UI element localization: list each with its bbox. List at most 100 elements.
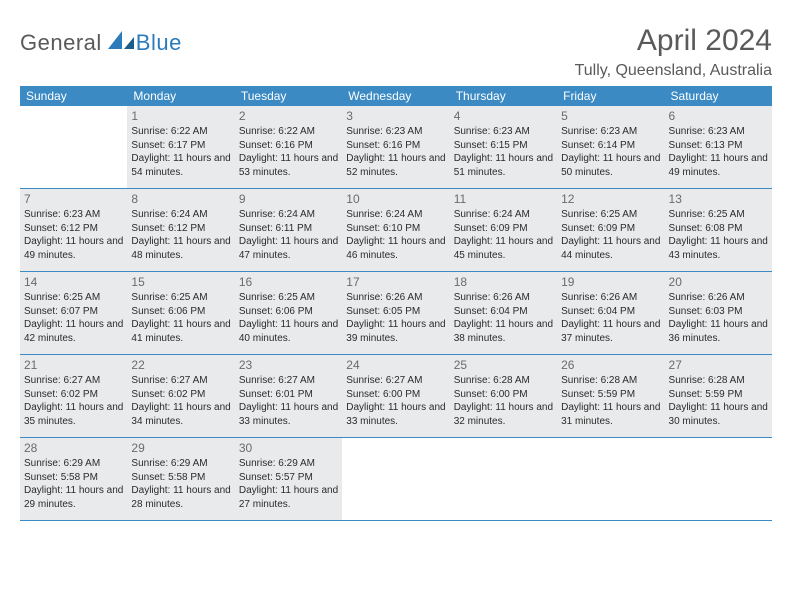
day-number: 21 — [24, 357, 123, 373]
daylight-line: Daylight: 11 hours and 27 minutes. — [239, 484, 338, 511]
day-cell: 11Sunrise: 6:24 AMSunset: 6:09 PMDayligh… — [450, 189, 557, 271]
sunrise-line: Sunrise: 6:27 AM — [239, 374, 338, 388]
sunrise-line: Sunrise: 6:28 AM — [561, 374, 660, 388]
sunset-line: Sunset: 6:02 PM — [131, 388, 230, 402]
day-number: 18 — [454, 274, 553, 290]
sunrise-line: Sunrise: 6:26 AM — [346, 291, 445, 305]
day-number: 14 — [24, 274, 123, 290]
sunrise-line: Sunrise: 6:22 AM — [239, 125, 338, 139]
day-number: 12 — [561, 191, 660, 207]
daylight-line: Daylight: 11 hours and 35 minutes. — [24, 401, 123, 428]
week-row: 1Sunrise: 6:22 AMSunset: 6:17 PMDaylight… — [20, 106, 772, 189]
sunset-line: Sunset: 5:58 PM — [24, 471, 123, 485]
sunrise-line: Sunrise: 6:26 AM — [561, 291, 660, 305]
calendar-page: General Blue April 2024 Tully, Queenslan… — [0, 0, 792, 521]
day-cell: 13Sunrise: 6:25 AMSunset: 6:08 PMDayligh… — [665, 189, 772, 271]
daylight-line: Daylight: 11 hours and 50 minutes. — [561, 152, 660, 179]
sunset-line: Sunset: 5:57 PM — [239, 471, 338, 485]
sunset-line: Sunset: 6:16 PM — [346, 139, 445, 153]
daylight-line: Daylight: 11 hours and 30 minutes. — [669, 401, 768, 428]
daylight-line: Daylight: 11 hours and 32 minutes. — [454, 401, 553, 428]
weekday-label: Monday — [127, 86, 234, 106]
day-cell: 6Sunrise: 6:23 AMSunset: 6:13 PMDaylight… — [665, 106, 772, 188]
day-number: 2 — [239, 108, 338, 124]
daylight-line: Daylight: 11 hours and 29 minutes. — [24, 484, 123, 511]
daylight-line: Daylight: 11 hours and 34 minutes. — [131, 401, 230, 428]
day-cell — [342, 438, 449, 520]
brand-part2: Blue — [136, 30, 182, 56]
week-row: 21Sunrise: 6:27 AMSunset: 6:02 PMDayligh… — [20, 355, 772, 438]
sunset-line: Sunset: 6:04 PM — [454, 305, 553, 319]
sunrise-line: Sunrise: 6:27 AM — [131, 374, 230, 388]
weekday-label: Wednesday — [342, 86, 449, 106]
day-cell: 30Sunrise: 6:29 AMSunset: 5:57 PMDayligh… — [235, 438, 342, 520]
day-number: 8 — [131, 191, 230, 207]
day-number: 20 — [669, 274, 768, 290]
weekday-label: Saturday — [665, 86, 772, 106]
sunrise-line: Sunrise: 6:26 AM — [669, 291, 768, 305]
day-number: 6 — [669, 108, 768, 124]
sunrise-line: Sunrise: 6:23 AM — [24, 208, 123, 222]
sunrise-line: Sunrise: 6:25 AM — [24, 291, 123, 305]
day-number: 16 — [239, 274, 338, 290]
brand-sail-icon — [108, 31, 134, 56]
day-cell: 16Sunrise: 6:25 AMSunset: 6:06 PMDayligh… — [235, 272, 342, 354]
day-cell: 26Sunrise: 6:28 AMSunset: 5:59 PMDayligh… — [557, 355, 664, 437]
daylight-line: Daylight: 11 hours and 41 minutes. — [131, 318, 230, 345]
day-number: 17 — [346, 274, 445, 290]
day-cell: 10Sunrise: 6:24 AMSunset: 6:10 PMDayligh… — [342, 189, 449, 271]
sunrise-line: Sunrise: 6:23 AM — [561, 125, 660, 139]
sunset-line: Sunset: 6:00 PM — [454, 388, 553, 402]
day-number: 1 — [131, 108, 230, 124]
sunset-line: Sunset: 6:12 PM — [131, 222, 230, 236]
day-cell — [665, 438, 772, 520]
brand-logo: General Blue — [20, 30, 182, 56]
day-number: 28 — [24, 440, 123, 456]
daylight-line: Daylight: 11 hours and 44 minutes. — [561, 235, 660, 262]
daylight-line: Daylight: 11 hours and 33 minutes. — [239, 401, 338, 428]
sunset-line: Sunset: 6:02 PM — [24, 388, 123, 402]
sunrise-line: Sunrise: 6:24 AM — [454, 208, 553, 222]
day-cell — [20, 106, 127, 188]
sunset-line: Sunset: 6:09 PM — [561, 222, 660, 236]
day-number: 23 — [239, 357, 338, 373]
daylight-line: Daylight: 11 hours and 40 minutes. — [239, 318, 338, 345]
day-cell: 27Sunrise: 6:28 AMSunset: 5:59 PMDayligh… — [665, 355, 772, 437]
daylight-line: Daylight: 11 hours and 49 minutes. — [669, 152, 768, 179]
header-right: April 2024 Tully, Queensland, Australia — [575, 24, 772, 80]
weekday-label: Sunday — [20, 86, 127, 106]
day-number: 19 — [561, 274, 660, 290]
sunrise-line: Sunrise: 6:27 AM — [24, 374, 123, 388]
daylight-line: Daylight: 11 hours and 54 minutes. — [131, 152, 230, 179]
sunrise-line: Sunrise: 6:23 AM — [346, 125, 445, 139]
sunset-line: Sunset: 5:59 PM — [669, 388, 768, 402]
sunrise-line: Sunrise: 6:29 AM — [239, 457, 338, 471]
sunset-line: Sunset: 6:07 PM — [24, 305, 123, 319]
daylight-line: Daylight: 11 hours and 51 minutes. — [454, 152, 553, 179]
sunset-line: Sunset: 6:10 PM — [346, 222, 445, 236]
day-number: 29 — [131, 440, 230, 456]
day-number: 4 — [454, 108, 553, 124]
day-cell: 1Sunrise: 6:22 AMSunset: 6:17 PMDaylight… — [127, 106, 234, 188]
week-row: 28Sunrise: 6:29 AMSunset: 5:58 PMDayligh… — [20, 438, 772, 521]
location-label: Tully, Queensland, Australia — [575, 62, 772, 80]
day-cell: 12Sunrise: 6:25 AMSunset: 6:09 PMDayligh… — [557, 189, 664, 271]
weekday-header-row: SundayMondayTuesdayWednesdayThursdayFrid… — [20, 86, 772, 106]
sunset-line: Sunset: 6:12 PM — [24, 222, 123, 236]
day-cell: 8Sunrise: 6:24 AMSunset: 6:12 PMDaylight… — [127, 189, 234, 271]
sunrise-line: Sunrise: 6:25 AM — [561, 208, 660, 222]
daylight-line: Daylight: 11 hours and 43 minutes. — [669, 235, 768, 262]
sunset-line: Sunset: 6:15 PM — [454, 139, 553, 153]
daylight-line: Daylight: 11 hours and 33 minutes. — [346, 401, 445, 428]
daylight-line: Daylight: 11 hours and 53 minutes. — [239, 152, 338, 179]
sunrise-line: Sunrise: 6:25 AM — [239, 291, 338, 305]
day-number: 9 — [239, 191, 338, 207]
sunrise-line: Sunrise: 6:24 AM — [239, 208, 338, 222]
day-cell: 20Sunrise: 6:26 AMSunset: 6:03 PMDayligh… — [665, 272, 772, 354]
month-title: April 2024 — [575, 24, 772, 58]
weekday-label: Friday — [557, 86, 664, 106]
day-number: 3 — [346, 108, 445, 124]
day-cell: 28Sunrise: 6:29 AMSunset: 5:58 PMDayligh… — [20, 438, 127, 520]
page-header: General Blue April 2024 Tully, Queenslan… — [20, 24, 772, 80]
calendar-body: 1Sunrise: 6:22 AMSunset: 6:17 PMDaylight… — [20, 106, 772, 521]
